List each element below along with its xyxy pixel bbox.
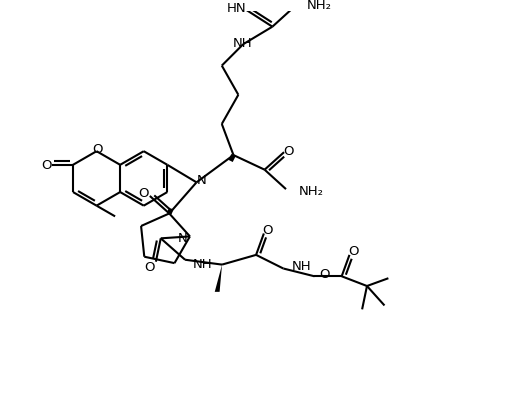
Text: O: O <box>42 159 52 172</box>
Polygon shape <box>215 265 222 292</box>
Text: NH₂: NH₂ <box>298 184 324 197</box>
Text: HN: HN <box>227 2 246 15</box>
Text: O: O <box>348 246 359 258</box>
Text: O: O <box>144 261 154 274</box>
Text: NH₂: NH₂ <box>306 0 332 12</box>
Text: O: O <box>319 268 330 281</box>
Text: NH: NH <box>193 258 212 271</box>
Text: N: N <box>197 174 206 187</box>
Text: O: O <box>263 224 273 237</box>
Text: NH: NH <box>233 37 252 50</box>
Text: O: O <box>92 143 103 156</box>
Text: O: O <box>284 145 294 158</box>
Text: NH: NH <box>292 260 312 273</box>
Text: N: N <box>177 232 187 245</box>
Text: O: O <box>139 188 149 200</box>
